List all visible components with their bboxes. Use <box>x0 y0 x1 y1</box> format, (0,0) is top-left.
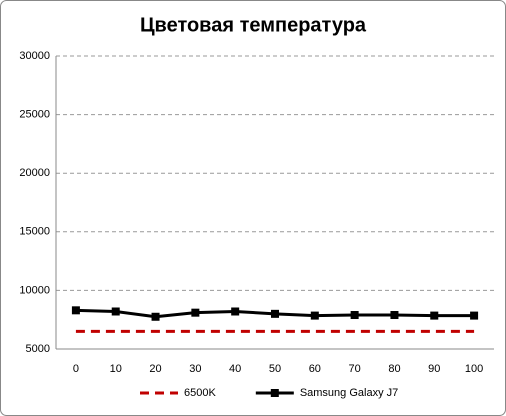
x-tick-label: 70 <box>349 363 361 375</box>
y-tick-label: 30000 <box>19 50 50 62</box>
x-tick-label: 10 <box>110 363 122 375</box>
y-tick-label: 5000 <box>26 343 50 355</box>
y-tick-label: 20000 <box>19 167 50 179</box>
x-tick-label: 60 <box>309 363 321 375</box>
x-tick-label: 50 <box>269 363 281 375</box>
x-tick-label: 0 <box>73 363 79 375</box>
y-tick-label: 25000 <box>19 109 50 121</box>
x-tick-label: 80 <box>388 363 400 375</box>
legend-label: Samsung Galaxy J7 <box>300 387 398 399</box>
marker <box>111 307 120 316</box>
legend-marker <box>270 389 279 397</box>
x-tick-label: 100 <box>465 363 483 375</box>
x-tick-label: 90 <box>428 363 440 375</box>
marker <box>390 311 399 320</box>
legend-label: 6500K <box>184 387 216 399</box>
marker <box>151 312 160 321</box>
marker <box>310 311 319 320</box>
y-tick-label: 10000 <box>19 284 50 296</box>
marker <box>191 308 200 317</box>
chart-title: Цветовая температура <box>140 14 367 36</box>
x-tick-label: 40 <box>229 363 241 375</box>
marker <box>271 309 279 318</box>
marker <box>231 307 240 316</box>
y-tick-label: 15000 <box>19 226 50 238</box>
marker <box>71 306 80 315</box>
marker <box>470 311 479 320</box>
x-tick-label: 30 <box>189 363 201 375</box>
x-tick-label: 20 <box>149 363 161 375</box>
marker <box>350 311 359 320</box>
marker <box>430 311 439 320</box>
